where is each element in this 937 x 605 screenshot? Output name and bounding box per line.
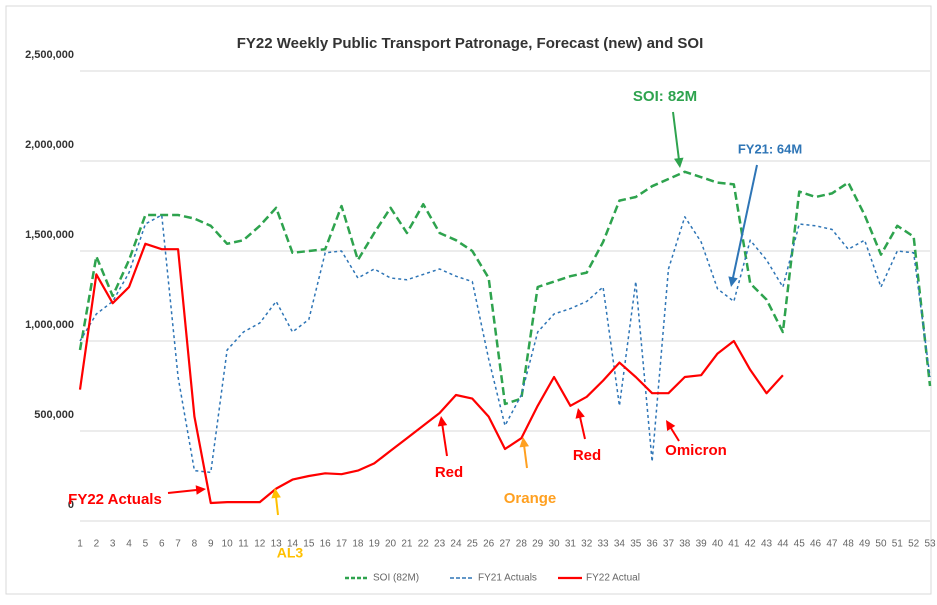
x-tick-label: 28 xyxy=(516,539,528,550)
x-tick-label: 21 xyxy=(401,539,413,550)
y-tick-label: 2,000,000 xyxy=(25,139,74,151)
x-tick-label: 19 xyxy=(369,539,381,550)
annotation-arrowhead xyxy=(728,276,738,287)
annotation-arrowhead xyxy=(271,488,281,499)
y-tick-label: 1,500,000 xyxy=(25,229,74,241)
annotation-arrow xyxy=(440,421,448,457)
x-tick-label: 5 xyxy=(143,539,149,550)
x-tick-label: 13 xyxy=(271,539,283,550)
x-tick-label: 53 xyxy=(924,539,936,550)
y-tick-label: 2,500,000 xyxy=(25,49,74,61)
x-tick-label: 44 xyxy=(777,539,789,550)
x-tick-label: 45 xyxy=(794,539,806,550)
annotation: AL3 xyxy=(277,545,304,561)
x-tick-label: 31 xyxy=(565,539,577,550)
annotation-arrow xyxy=(731,164,758,282)
y-tick-label: 500,000 xyxy=(34,409,74,421)
x-tick-label: 29 xyxy=(532,539,544,550)
annotation: FY22 Actuals xyxy=(68,491,162,508)
x-tick-label: 4 xyxy=(126,539,132,550)
annotation: Red xyxy=(573,447,601,464)
series-line xyxy=(79,214,931,474)
x-tick-label: 10 xyxy=(222,539,234,550)
y-tick-label: 0 xyxy=(68,499,74,511)
x-tick-label: 48 xyxy=(843,539,855,550)
x-tick-label: 12 xyxy=(254,539,266,550)
x-tick-label: 36 xyxy=(647,539,659,550)
legend-label: SOI (82M) xyxy=(373,573,419,584)
annotation-arrowhead xyxy=(195,485,206,495)
x-tick-label: 50 xyxy=(875,539,887,550)
annotation: Red xyxy=(435,464,463,481)
x-tick-label: 37 xyxy=(663,539,675,550)
annotation-arrow xyxy=(672,111,681,163)
x-tick-label: 32 xyxy=(581,539,593,550)
series-line xyxy=(78,170,932,406)
annotation-arrowhead xyxy=(575,408,585,419)
chart-frame xyxy=(5,5,932,595)
x-tick-label: 46 xyxy=(810,539,822,550)
x-tick-label: 7 xyxy=(175,539,181,550)
x-tick-label: 9 xyxy=(208,539,214,550)
annotation: SOI: 82M xyxy=(633,88,697,105)
x-tick-label: 25 xyxy=(467,539,479,550)
x-tick-label: 11 xyxy=(238,539,249,550)
y-tick-label: 1,000,000 xyxy=(25,319,74,331)
x-tick-label: 23 xyxy=(434,539,446,550)
x-tick-label: 8 xyxy=(192,539,198,550)
x-tick-label: 27 xyxy=(499,539,511,550)
x-tick-label: 42 xyxy=(745,539,757,550)
x-tick-label: 24 xyxy=(450,539,462,550)
x-tick-label: 15 xyxy=(303,539,315,550)
annotation: Omicron xyxy=(665,442,727,459)
x-tick-label: 34 xyxy=(614,539,626,550)
x-tick-label: 17 xyxy=(336,539,348,550)
x-tick-label: 47 xyxy=(826,539,838,550)
x-tick-label: 1 xyxy=(77,539,83,550)
x-tick-label: 20 xyxy=(385,539,397,550)
x-tick-label: 38 xyxy=(679,539,691,550)
x-tick-label: 39 xyxy=(696,539,708,550)
legend-label: FY22 Actual xyxy=(586,573,640,584)
x-tick-label: 26 xyxy=(483,539,495,550)
x-tick-label: 2 xyxy=(94,539,100,550)
x-tick-label: 6 xyxy=(159,539,165,550)
x-tick-label: 49 xyxy=(859,539,871,550)
x-tick-label: 18 xyxy=(352,539,364,550)
annotation-arrow xyxy=(578,413,586,440)
annotation-arrow xyxy=(167,488,201,494)
x-tick-label: 43 xyxy=(761,539,773,550)
series-line xyxy=(78,242,784,505)
annotation-arrowhead xyxy=(437,416,448,427)
x-tick-label: 14 xyxy=(287,539,299,550)
x-tick-label: 41 xyxy=(728,539,740,550)
x-tick-label: 35 xyxy=(630,539,642,550)
annotation: Orange xyxy=(504,490,557,507)
annotation: FY21: 64M xyxy=(738,141,802,156)
legend-label: FY21 Actuals xyxy=(478,573,537,584)
annotation-arrowhead xyxy=(674,157,684,168)
x-tick-label: 51 xyxy=(892,539,904,550)
annotation-arrowhead xyxy=(666,420,676,431)
annotation-arrowhead xyxy=(519,437,530,448)
chart-title: FY22 Weekly Public Transport Patronage, … xyxy=(237,35,704,52)
x-tick-label: 52 xyxy=(908,539,920,550)
annotation-arrow xyxy=(522,442,528,469)
x-tick-label: 40 xyxy=(712,539,724,550)
x-tick-label: 22 xyxy=(418,539,430,550)
x-tick-label: 16 xyxy=(320,539,332,550)
x-tick-label: 30 xyxy=(548,539,560,550)
x-tick-label: 33 xyxy=(598,539,610,550)
x-tick-label: 3 xyxy=(110,539,116,550)
